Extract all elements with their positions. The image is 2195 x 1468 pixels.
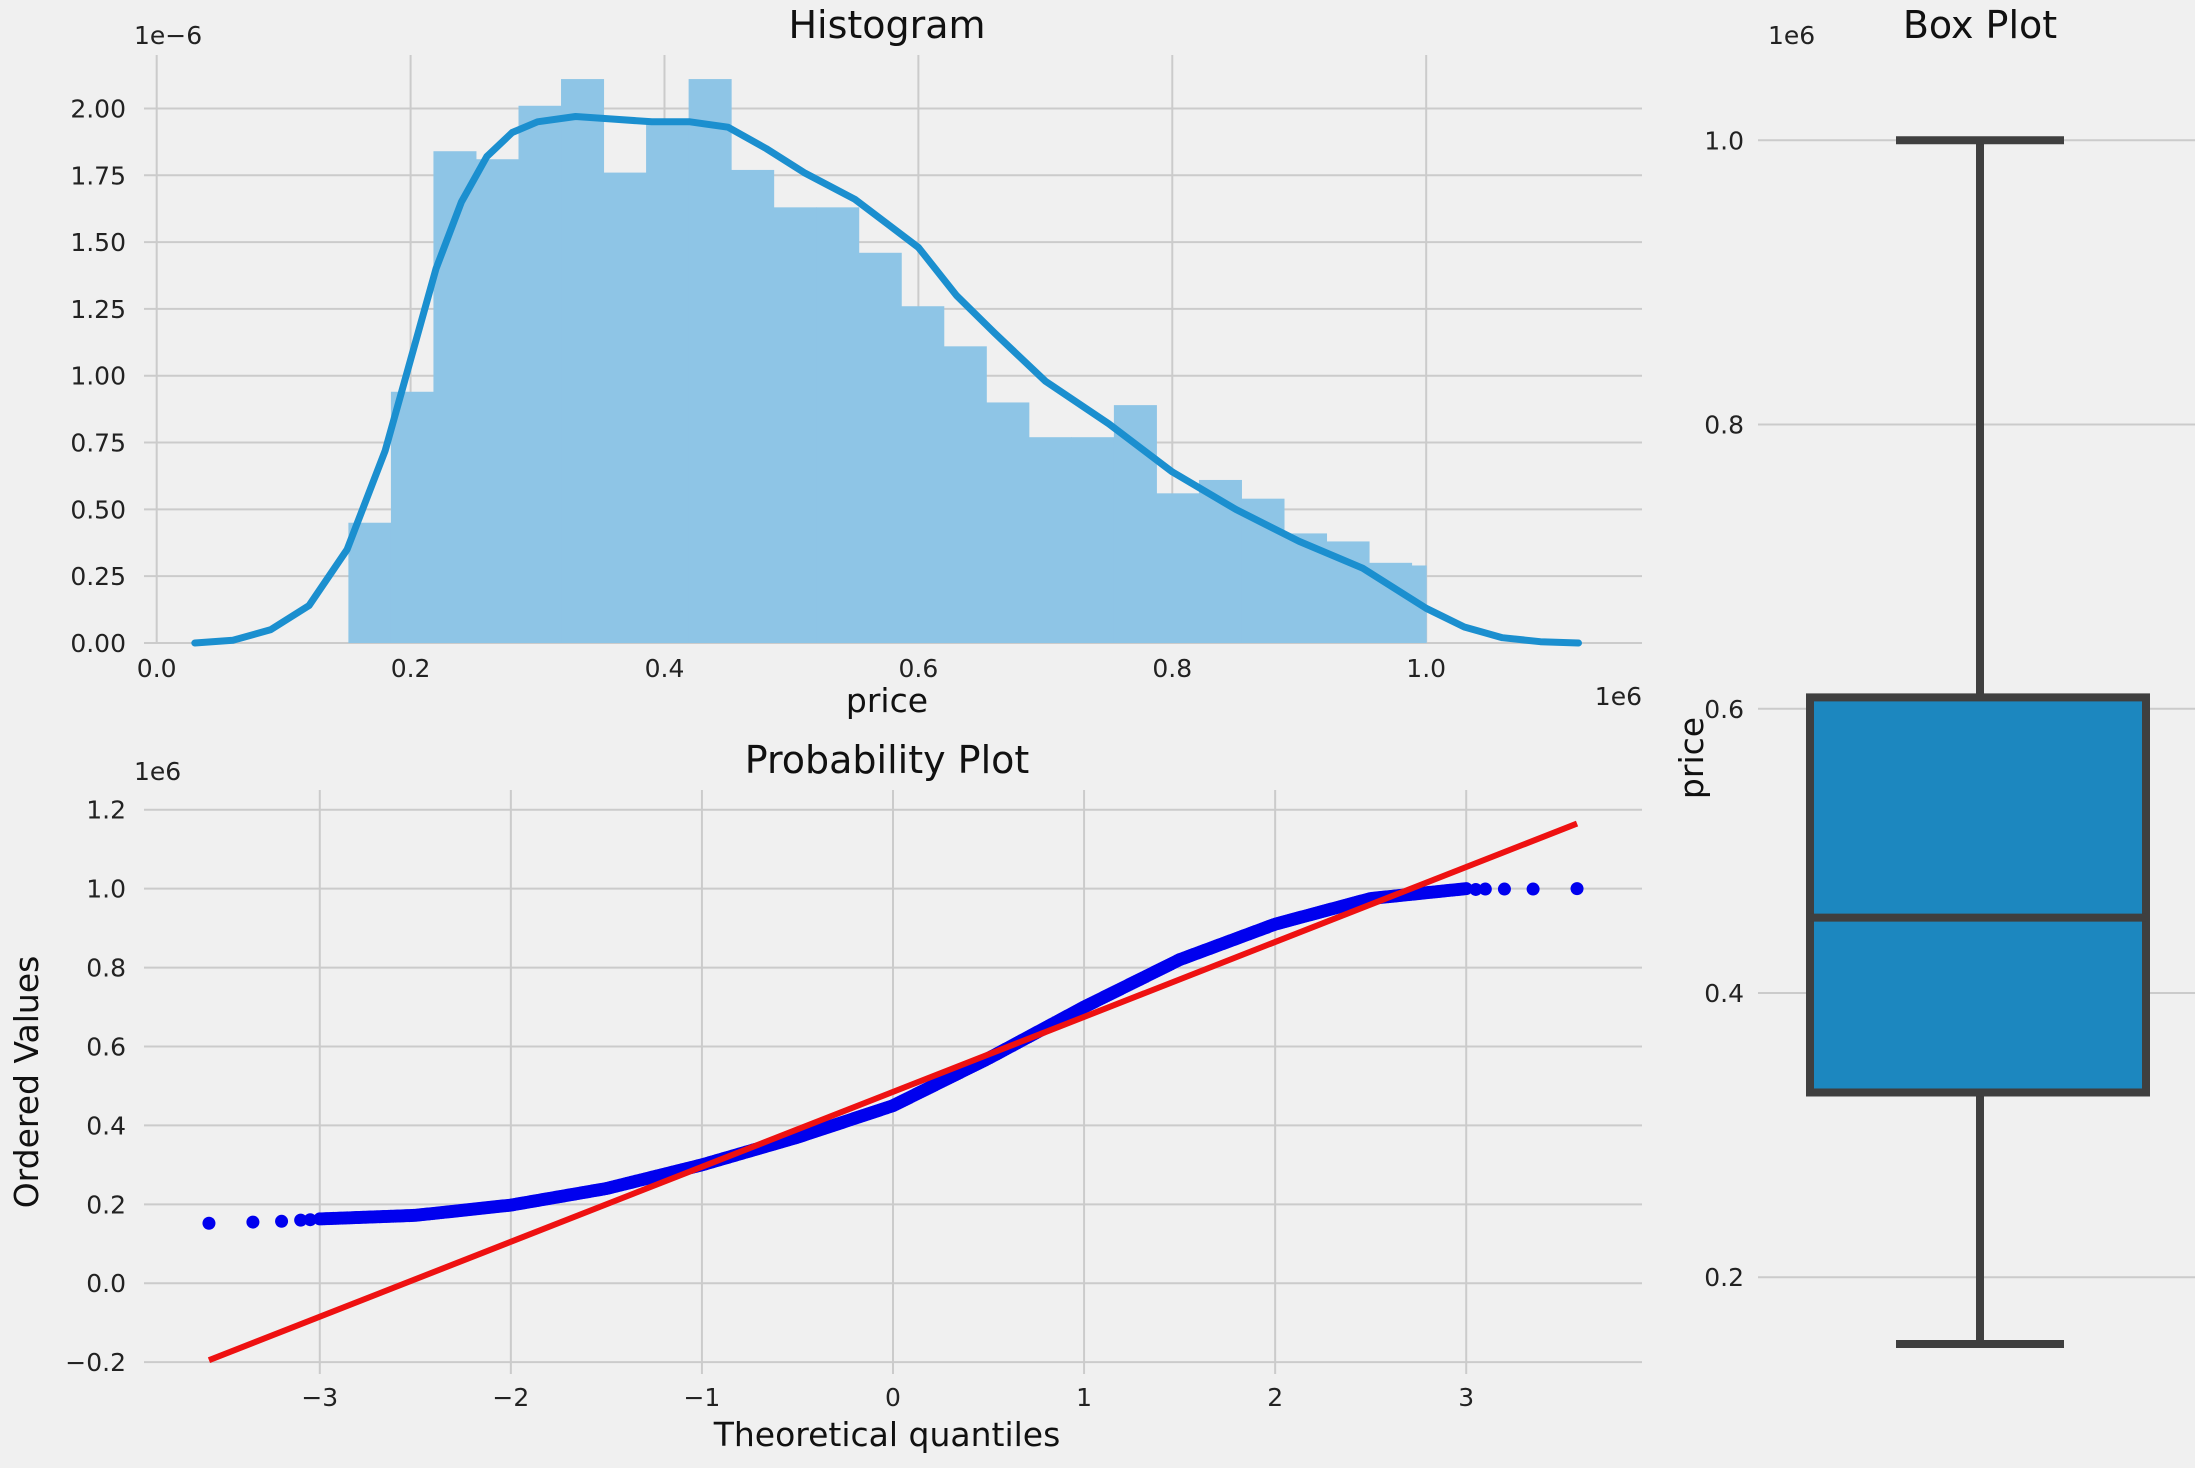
probability-plot-y-tick-labels: −0.2 0.0 0.2 0.4 0.6 0.8 1.0 1.2	[65, 796, 126, 1377]
probability-plot-point	[1526, 882, 1540, 896]
probability-plot-y-offset-label: 1e6	[134, 757, 181, 786]
histogram-gridlines	[144, 55, 1642, 644]
histogram-bar	[348, 522, 392, 643]
histogram-bar	[433, 151, 477, 643]
histogram-x-tick-label: 0.4	[645, 654, 685, 683]
probability-plot-x-axis-label: Theoretical quantiles	[713, 1415, 1061, 1454]
probability-plot-point	[1497, 882, 1511, 896]
probability-plot-x-tick-label: −3	[301, 1383, 338, 1412]
probability-plot-y-tick-label: 0.6	[86, 1032, 126, 1061]
histogram-y-tick-label: 1.25	[70, 295, 126, 324]
probability-plot-y-tick-label: 1.0	[86, 875, 126, 904]
probability-plot-x-tick-label: −2	[492, 1383, 529, 1412]
histogram-x-tick-label: 1.0	[1406, 654, 1446, 683]
probability-plot-point	[1478, 882, 1492, 896]
box-plot-y-tick-label: 0.8	[1704, 411, 1744, 440]
probability-plot-x-tick-labels: −3 −2 −1 0 1 2 3	[301, 1383, 1474, 1412]
histogram-y-tick-label: 0.50	[70, 495, 126, 524]
histogram-x-tick-label: 0.6	[899, 654, 939, 683]
probability-plot-panel: −3 −2 −1 0 1 2 3 −0.2 0.0 0.2 0.4 0.6 0.8 1.0 1.2 Pro…	[7, 738, 1642, 1454]
histogram-bar	[1028, 437, 1072, 643]
probability-plot-fit-line	[207, 820, 1579, 1363]
histogram-bars	[348, 79, 1427, 644]
histogram-x-axis-label: price	[846, 681, 928, 720]
probability-plot-point	[275, 1214, 289, 1228]
histogram-bar	[1156, 493, 1200, 643]
histogram-bar	[390, 391, 434, 643]
histogram-x-offset-label: 1e6	[1595, 682, 1642, 711]
histogram-y-tick-label: 2.00	[70, 94, 126, 123]
probability-plot-x-tick-label: 2	[1267, 1383, 1283, 1412]
probability-plot-y-axis-label: Ordered Values	[7, 956, 46, 1209]
histogram-y-tick-label: 0.25	[70, 562, 126, 591]
probability-plot-point	[303, 1213, 317, 1227]
histogram-kde-curve	[191, 113, 1582, 647]
histogram-y-tick-label: 0.75	[70, 429, 126, 458]
histogram-x-tick-label: 0.0	[137, 654, 177, 683]
probability-plot-point	[202, 1216, 216, 1230]
probability-plot-gridlines	[144, 790, 1642, 1374]
histogram-bar	[943, 346, 987, 643]
histogram-y-tick-label: 1.50	[70, 228, 126, 257]
histogram-bar	[688, 79, 732, 643]
histogram-bar	[518, 105, 562, 644]
histogram-y-tick-label: 1.75	[70, 161, 126, 190]
probability-plot-y-tick-label: 0.2	[86, 1190, 126, 1219]
histogram-bar	[773, 207, 817, 643]
probability-plot-point	[294, 1213, 308, 1227]
probability-plot-point	[1459, 882, 1473, 896]
histogram-bar	[816, 207, 860, 643]
probability-plot-title: Probability Plot	[745, 738, 1030, 782]
probability-plot-x-tick-label: 0	[885, 1383, 901, 1412]
histogram-y-tick-label: 0.00	[70, 629, 126, 658]
probability-plot-points	[202, 882, 1584, 1230]
box-plot-box	[1806, 693, 2150, 1097]
probability-plot-point	[1469, 882, 1483, 896]
probability-plot-y-tick-label: 0.4	[86, 1111, 126, 1140]
histogram-bar	[603, 172, 647, 643]
box-plot-y-tick-label: 1.0	[1704, 126, 1744, 155]
box-plot-y-tick-label: 0.4	[1704, 979, 1744, 1008]
histogram-panel: 0.0 0.2 0.4 0.6 0.8 1.0 0.00 0.25 0.50 0.75 1.00 1…	[70, 3, 1642, 720]
box-plot-y-offset-label: 1e6	[1768, 21, 1815, 50]
probability-plot-y-tick-label: 0.8	[86, 954, 126, 983]
box-plot-y-tick-label: 0.6	[1704, 695, 1744, 724]
probability-plot-point	[1570, 882, 1584, 896]
box-plot-y-tick-label: 0.2	[1704, 1263, 1744, 1292]
probability-plot-point	[246, 1215, 260, 1229]
histogram-bar	[646, 124, 690, 643]
histogram-bar	[1198, 479, 1242, 643]
histogram-y-offset-label: 1e−6	[134, 21, 202, 50]
probability-plot-x-tick-label: −1	[683, 1383, 720, 1412]
box-plot-y-axis-label: price	[1672, 717, 1711, 799]
probability-plot-x-tick-label: 1	[1076, 1383, 1092, 1412]
histogram-bar	[901, 306, 945, 643]
histogram-y-tick-labels: 0.00 0.25 0.50 0.75 1.00 1.25 1.50 1.75 2.00	[70, 94, 126, 658]
histogram-x-tick-label: 0.8	[1152, 654, 1192, 683]
histogram-x-tick-labels: 0.0 0.2 0.4 0.6 0.8 1.0	[137, 654, 1446, 683]
histogram-title: Histogram	[788, 3, 985, 47]
probability-plot-x-tick-label: 3	[1458, 1383, 1474, 1412]
box-plot-title: Box Plot	[1903, 3, 2057, 47]
probability-plot-y-tick-label: −0.2	[65, 1348, 126, 1377]
histogram-bar	[561, 79, 605, 643]
histogram-y-tick-label: 1.00	[70, 362, 126, 391]
histogram-bar	[858, 252, 902, 644]
probability-plot-y-tick-label: 1.2	[86, 796, 126, 825]
histogram-bar	[731, 169, 775, 643]
box-plot-y-tick-labels: 0.2 0.4 0.6 0.8 1.0	[1704, 126, 1744, 1292]
box-plot-panel: 0.2 0.4 0.6 0.8 1.0 Box Plot price 1e6	[1672, 3, 2195, 1349]
histogram-x-tick-label: 0.2	[391, 654, 431, 683]
histogram-bar	[1071, 437, 1115, 643]
histogram-bar	[986, 402, 1030, 643]
histogram-bar	[475, 159, 519, 643]
probability-plot-y-tick-label: 0.0	[86, 1269, 126, 1298]
